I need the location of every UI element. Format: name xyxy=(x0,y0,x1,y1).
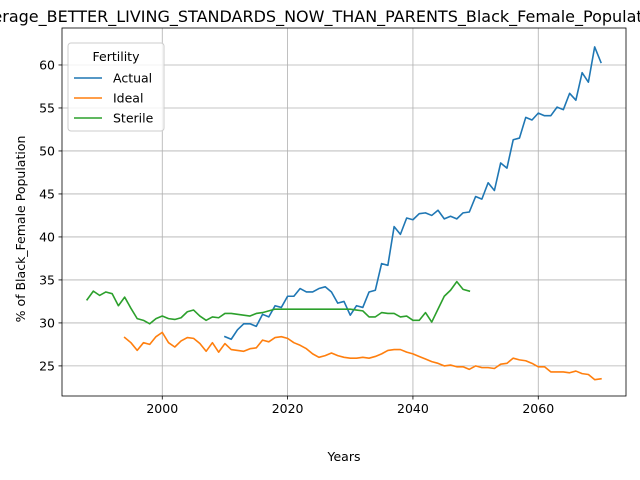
x-tick-label: 2000 xyxy=(146,401,178,416)
y-tick-label: 45 xyxy=(39,186,55,201)
legend-entries: Actual Ideal Sterile xyxy=(74,71,154,126)
y-tick-label: 60 xyxy=(39,57,55,72)
plot-frame xyxy=(61,27,627,397)
legend-label-sterile: Sterile xyxy=(113,111,154,126)
y-tick-label: 25 xyxy=(39,358,55,373)
legend: Fertility Actual Ideal Sterile xyxy=(67,42,165,132)
x-axis-ticks: 2000 2020 2040 2060 xyxy=(146,396,554,416)
grid xyxy=(62,28,626,396)
y-tick-label: 50 xyxy=(39,143,55,158)
y-tick-label: 30 xyxy=(39,315,55,330)
y-tick-label: 55 xyxy=(39,100,55,115)
x-axis-title: Years xyxy=(327,449,361,464)
y-axis-ticks: 25 30 35 40 45 50 55 60 xyxy=(39,57,62,373)
legend-label-actual: Actual xyxy=(113,71,152,86)
legend-title: Fertility xyxy=(93,49,141,64)
x-tick-label: 2040 xyxy=(397,401,429,416)
y-axis-title: % of Black_Female Population xyxy=(13,136,28,323)
series-line-sterile xyxy=(85,280,471,325)
x-tick-label: 2020 xyxy=(272,401,304,416)
legend-box xyxy=(67,42,165,132)
series-line-actual xyxy=(223,46,602,341)
y-tick-label: 35 xyxy=(39,272,55,287)
legend-label-ideal: Ideal xyxy=(113,91,143,106)
x-tick-label: 2060 xyxy=(522,401,554,416)
y-tick-label: 40 xyxy=(39,229,55,244)
series-line-ideal xyxy=(123,331,602,381)
chart-title: Average_BETTER_LIVING_STANDARDS_NOW_THAN… xyxy=(0,7,640,27)
series-lines xyxy=(85,46,602,381)
